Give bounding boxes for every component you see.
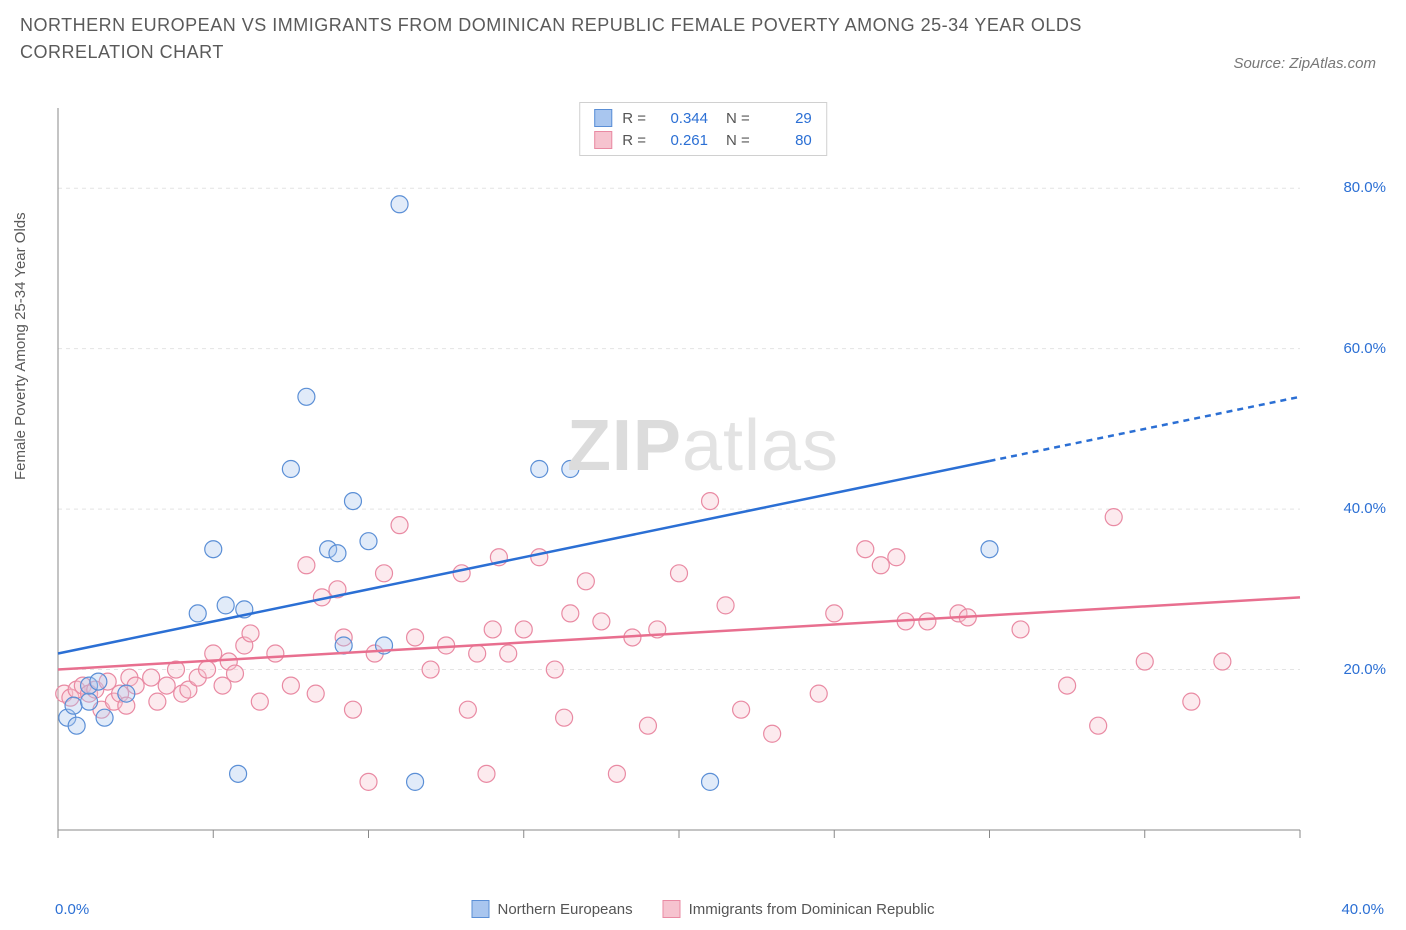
chart-title: NORTHERN EUROPEAN VS IMMIGRANTS FROM DOM…: [20, 12, 1206, 66]
legend-item-dr: Immigrants from Dominican Republic: [663, 900, 935, 918]
legend-label-ne: Northern Europeans: [497, 901, 632, 918]
swatch-ne: [471, 900, 489, 918]
source-label: Source: ZipAtlas.com: [1233, 55, 1376, 72]
x-tick-min: 0.0%: [55, 901, 89, 918]
legend-stats: R = 0.344 N = 29 R = 0.261 N = 80: [579, 102, 827, 156]
swatch-dr: [594, 131, 612, 149]
legend-row-ne: R = 0.344 N = 29: [594, 107, 812, 129]
x-tick-max: 40.0%: [1341, 901, 1384, 918]
legend-label-dr: Immigrants from Dominican Republic: [689, 901, 935, 918]
swatch-dr: [663, 900, 681, 918]
legend-series: Northern Europeans Immigrants from Domin…: [471, 900, 934, 918]
scatter-chart: [50, 100, 1360, 860]
y-tick-label: 40.0%: [1343, 500, 1386, 517]
chart-area: [50, 100, 1360, 860]
y-tick-label: 60.0%: [1343, 340, 1386, 357]
legend-item-ne: Northern Europeans: [471, 900, 632, 918]
y-axis-label: Female Poverty Among 25-34 Year Olds: [12, 212, 29, 480]
y-tick-label: 20.0%: [1343, 661, 1386, 678]
legend-row-dr: R = 0.261 N = 80: [594, 129, 812, 151]
y-tick-label: 80.0%: [1343, 179, 1386, 196]
swatch-ne: [594, 109, 612, 127]
